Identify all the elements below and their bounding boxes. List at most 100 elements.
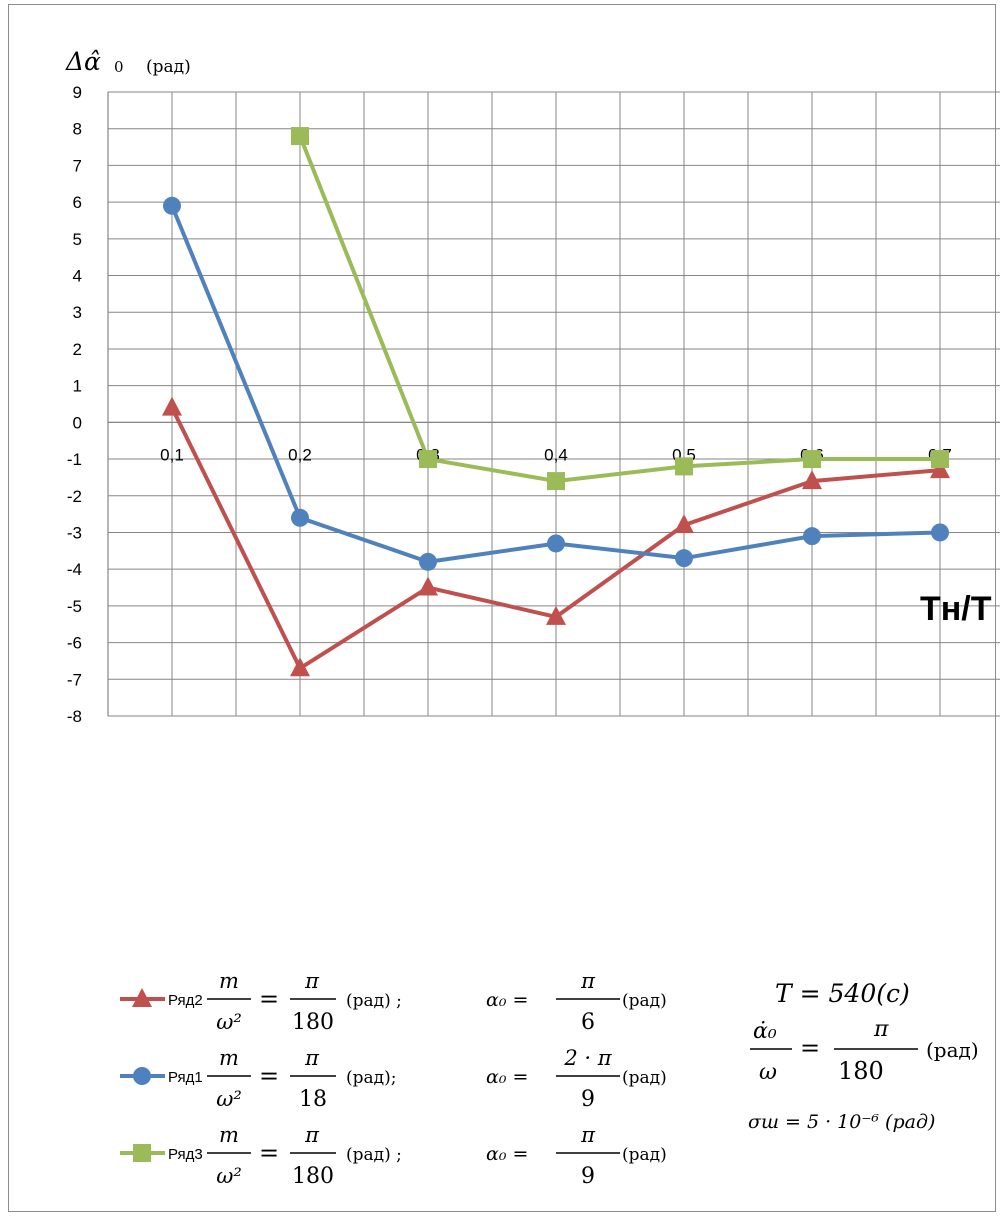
legend-label: Ряд2 [168, 992, 203, 1009]
parameter-annotations: T = 540(c) α̇₀ ω = π 180 (рад) σш = 5 · … [748, 979, 979, 1133]
legend-entry-Ряд1: Ряд1 m ω² = π 18 (рад); α₀ = 2 · π 9 (рад) [120, 1046, 667, 1112]
formula-m: m [219, 1123, 239, 1147]
formula-omega: ω² [216, 1087, 242, 1111]
data-point [674, 514, 694, 534]
formula-m: m [219, 969, 239, 993]
data-point [163, 196, 181, 215]
formula-alpha-denominator: 6 [581, 1010, 595, 1035]
ratio-numerator: α̇₀ [753, 1019, 777, 1044]
formula-unit: (рад) [622, 1145, 667, 1165]
y-tick-label: 5 [73, 230, 82, 249]
formula-pi: π [304, 1123, 320, 1147]
y-tick-label: -5 [67, 597, 82, 616]
series-Ряд2 [162, 396, 950, 677]
axes [107, 92, 1000, 716]
formula-denominator: 180 [292, 1010, 334, 1035]
data-point [291, 127, 309, 146]
series-Ряд3 [291, 127, 949, 491]
data-point [290, 657, 310, 677]
formula-denominator: 180 [292, 1164, 334, 1189]
data-point [930, 459, 950, 479]
formula-pi: π [304, 1046, 320, 1070]
formula-unit: (рад) ; [346, 1145, 402, 1165]
formula-alpha-denominator: 9 [581, 1087, 595, 1112]
y-tick-labels: 9 8 7 6 5 4 3 2 1 0 -1 -2 -3 -4 -5 -6 -7 -8 [67, 83, 82, 726]
x-tick-label: 0,1 [160, 445, 184, 464]
ratio-pi: π [873, 1017, 889, 1042]
data-point [547, 472, 565, 491]
formula-unit: (рад) [622, 991, 667, 1011]
y-tick-label: 8 [73, 120, 82, 139]
formula-alpha: α₀ = [486, 989, 528, 1011]
y-tick-label: -6 [67, 634, 82, 653]
ratio-unit: (рад) [926, 1038, 979, 1062]
y-tick-label: 0 [73, 413, 82, 432]
ratio-180: 180 [838, 1057, 884, 1085]
y-tick-label: -7 [67, 670, 82, 689]
formula-equals: = [259, 1062, 279, 1090]
formula-pi: π [304, 969, 320, 993]
formula-equals: = [259, 1139, 279, 1167]
data-point [546, 605, 566, 625]
legend-entry-Ряд3: Ряд3 m ω² = π 180 (рад) ; α₀ = π 9 (рад) [120, 1123, 667, 1189]
ratio-denominator: ω [759, 1060, 777, 1085]
data-point [418, 576, 438, 596]
y-tick-label: -1 [67, 450, 82, 469]
formula-omega: ω² [216, 1010, 242, 1034]
data-point [803, 450, 821, 469]
data-point [547, 534, 565, 553]
y-tick-label: 2 [73, 340, 82, 359]
formula-alpha-denominator: 9 [581, 1164, 595, 1189]
formula-omega: ω² [216, 1164, 242, 1188]
y-axis-label-sub: 0 [114, 58, 124, 76]
formula-unit: (рад) ; [346, 991, 402, 1011]
series-group [162, 127, 950, 677]
x-tick-label: 0,2 [288, 445, 312, 464]
y-tick-label: 6 [73, 193, 82, 212]
data-point [419, 450, 437, 469]
y-tick-label: 9 [73, 83, 82, 102]
period-annotation: T = 540(c) [775, 979, 910, 1008]
formula-denominator: 18 [299, 1087, 327, 1112]
legend-marker [133, 1144, 151, 1162]
data-point [675, 549, 693, 568]
formula-alpha: α₀ = [486, 1143, 528, 1165]
y-tick-label: -2 [67, 487, 82, 506]
formula-unit: (рад) [622, 1068, 667, 1088]
y-axis-label: Δα̂ 0 (рад) [65, 47, 191, 77]
y-axis-label-main: Δα̂ [65, 47, 101, 76]
data-point [291, 508, 309, 527]
y-tick-label: 1 [73, 377, 82, 396]
legend-label: Ряд3 [168, 1146, 203, 1163]
y-tick-label: -4 [67, 560, 82, 579]
legend-marker [133, 1067, 151, 1085]
data-point [162, 396, 182, 416]
series-Ряд1 [163, 196, 949, 571]
formula-m: m [219, 1046, 239, 1070]
y-axis-label-unit: (рад) [146, 57, 191, 77]
data-point [931, 450, 949, 469]
y-tick-label: -8 [67, 707, 82, 726]
series-line [298, 135, 940, 484]
data-point [803, 527, 821, 546]
x-axis-label: Tн/T [920, 590, 992, 628]
y-tick-label: 3 [73, 303, 82, 322]
formula-alpha-numerator: π [580, 969, 596, 993]
sigma-annotation: σш = 5 · 10⁻⁶ (рад) [748, 1111, 935, 1133]
formula-alpha-numerator: 2 · π [563, 1046, 612, 1070]
legend-entry-Ряд2: Ряд2 m ω² = π 180 (рад) ; α₀ = π 6 (рад) [120, 969, 667, 1035]
formula-alpha: α₀ = [486, 1066, 528, 1088]
legend: Ряд2 m ω² = π 180 (рад) ; α₀ = π 6 (рад) Ряд1 m ω² = π 1… [120, 969, 667, 1189]
y-tick-label: 4 [73, 267, 82, 286]
ratio-equals: = [800, 1034, 820, 1062]
data-point [931, 523, 949, 542]
x-tick-label: 0,4 [544, 445, 568, 464]
formula-unit: (рад); [346, 1068, 396, 1088]
y-tick-label: 7 [73, 156, 82, 175]
data-point [419, 552, 437, 571]
data-point [802, 470, 822, 490]
formula-alpha-numerator: π [580, 1123, 596, 1147]
y-tick-label: -3 [67, 523, 82, 542]
legend-marker [132, 988, 152, 1007]
